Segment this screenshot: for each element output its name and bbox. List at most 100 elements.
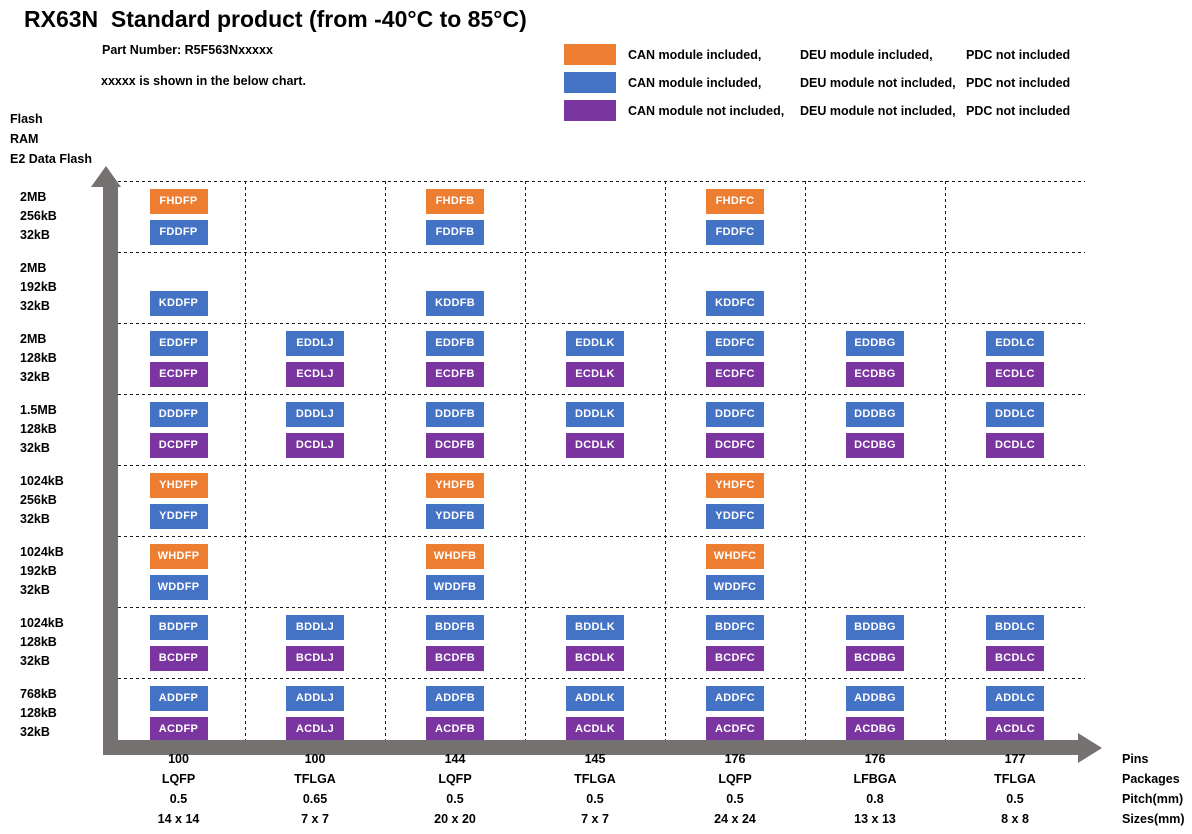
legend-deu-text: DEU module not included, (800, 103, 956, 118)
memory-ram-value: 128kB (20, 706, 57, 720)
grid-cell (945, 465, 1085, 536)
part-badge: DCDLJ (286, 433, 344, 458)
column-package: TFLGA (294, 772, 336, 786)
grid-cell: BDDBG BCDBG (805, 607, 945, 678)
y-axis-header: Flash RAM E2 Data Flash (10, 109, 92, 169)
grid-cell: BDDLC BCDLC (945, 607, 1085, 678)
badge-spacer (706, 260, 764, 285)
x-axis-header: Pins Packages Pitch(mm) Sizes(mm) (1122, 749, 1185, 829)
part-badge: FHDFC (706, 189, 764, 214)
dashed-column-line (245, 181, 246, 749)
grid-cell (525, 181, 665, 252)
part-badge: EDDBG (846, 331, 904, 356)
package-column: 177 TFLGA 0.5 8 x 8 (945, 749, 1085, 829)
legend-swatch-orange (564, 44, 616, 65)
legend-swatch-purple (564, 100, 616, 121)
part-number-label: Part Number: R5F563Nxxxxx (102, 43, 273, 57)
grid-cell: KDDFB (385, 252, 525, 323)
column-pitch: 0.5 (169, 792, 188, 806)
part-badge: ACDBG (846, 717, 904, 742)
part-badge: FDDFC (706, 220, 764, 245)
grid-cell: DDDLK DCDLK (525, 394, 665, 465)
memory-e2-value: 32kB (20, 583, 50, 597)
grid-cell: EDDLK ECDLK (525, 323, 665, 394)
part-badge: KDDFP (149, 291, 208, 316)
part-badge: EDDLJ (286, 331, 344, 356)
grid-cell: KDDFC (665, 252, 805, 323)
grid-cell: DDDLC DCDLC (945, 394, 1085, 465)
x-axis-arrow-shaft (103, 740, 1079, 755)
legend-can-text: CAN module not included, (628, 103, 785, 118)
part-badge: EDDFP (149, 331, 208, 356)
part-badge: WDDFB (426, 575, 484, 600)
part-badge: WHDFP (149, 544, 208, 569)
memory-flash-value: 1024kB (20, 474, 64, 488)
grid-cell (945, 252, 1085, 323)
memory-row-label: 1024kB 192kB 32kB (20, 536, 112, 607)
column-size: 8 x 8 (1001, 812, 1029, 826)
package-column: 100 TFLGA 0.65 7 x 7 (245, 749, 385, 829)
part-badge: ACDFP (149, 717, 208, 742)
memory-flash-value: 2MB (20, 190, 47, 204)
legend-can-text: CAN module included, (628, 47, 762, 62)
column-pitch: 0.8 (866, 792, 884, 806)
grid-cell: FHDFB FDDFB (385, 181, 525, 252)
grid-cell (525, 252, 665, 323)
grid-cell: BDDLK BCDLK (525, 607, 665, 678)
page-title: RX63N Standard product (from -40°C to 85… (24, 6, 527, 32)
grid-cell (245, 465, 385, 536)
column-pins: 100 (168, 752, 189, 766)
grid-cell (525, 465, 665, 536)
grid-cell: DDDLJ DCDLJ (245, 394, 385, 465)
grid-cell: YHDFB YDDFB (385, 465, 525, 536)
grid-cell: BDDFP BCDFP (112, 607, 245, 678)
part-badge: ACDFC (706, 717, 764, 742)
memory-flash-value: 1024kB (20, 545, 64, 559)
package-column: 144 LQFP 0.5 20 x 20 (385, 749, 525, 829)
memory-row-label: 2MB 128kB 32kB (20, 323, 112, 394)
part-badge: FHDFP (149, 189, 208, 214)
part-badge: BCDLJ (286, 646, 344, 671)
memory-row-label: 2MB 256kB 32kB (20, 181, 112, 252)
part-badge: ECDFP (149, 362, 208, 387)
memory-ram-value: 128kB (20, 351, 57, 365)
column-pins: 100 (304, 752, 326, 766)
memory-ram-value: 256kB (20, 493, 57, 507)
dashed-row-line (118, 181, 1085, 182)
y-axis-label-e2: E2 Data Flash (10, 152, 92, 166)
memory-ram-value: 128kB (20, 635, 57, 649)
grid-cell (245, 181, 385, 252)
part-badge: ACDFB (426, 717, 484, 742)
part-badge: EDDLK (566, 331, 624, 356)
part-badge: BCDLK (566, 646, 624, 671)
x-axis-label-pitch: Pitch(mm) (1122, 792, 1184, 806)
column-package: LQFP (438, 772, 472, 786)
part-badge: EDDLC (986, 331, 1044, 356)
part-badge: FHDFB (426, 189, 484, 214)
grid-cell: ADDLJ ACDLJ (245, 678, 385, 749)
grid-cell: EDDBG ECDBG (805, 323, 945, 394)
column-pitch: 0.5 (446, 792, 464, 806)
column-package: TFLGA (574, 772, 616, 786)
part-badge: ADDFC (706, 686, 764, 711)
part-badge: DCDFP (149, 433, 208, 458)
part-badge: BDDLK (566, 615, 624, 640)
dashed-column-line (805, 181, 806, 749)
column-pins: 144 (444, 752, 466, 766)
memory-e2-value: 32kB (20, 299, 50, 313)
memory-ram-value: 192kB (20, 564, 57, 578)
part-badge: BCDLC (986, 646, 1044, 671)
part-badge: ECDLC (986, 362, 1044, 387)
memory-flash-value: 1024kB (20, 616, 64, 630)
grid-cell: ADDFB ACDFB (385, 678, 525, 749)
column-size: 7 x 7 (581, 812, 609, 826)
grid-cell: DDDBG DCDBG (805, 394, 945, 465)
part-badge: DDDLK (566, 402, 624, 427)
part-badge: YDDFB (426, 504, 484, 529)
part-badge: DCDBG (846, 433, 904, 458)
column-pins: 176 (864, 752, 886, 766)
part-badge: DDDFB (426, 402, 484, 427)
row-labels: 2MB 256kB 32kB 2MB 192kB 32kB 2MB 128kB 32kB 1.5M… (20, 181, 112, 749)
package-column: 176 LQFP 0.5 24 x 24 (665, 749, 805, 829)
